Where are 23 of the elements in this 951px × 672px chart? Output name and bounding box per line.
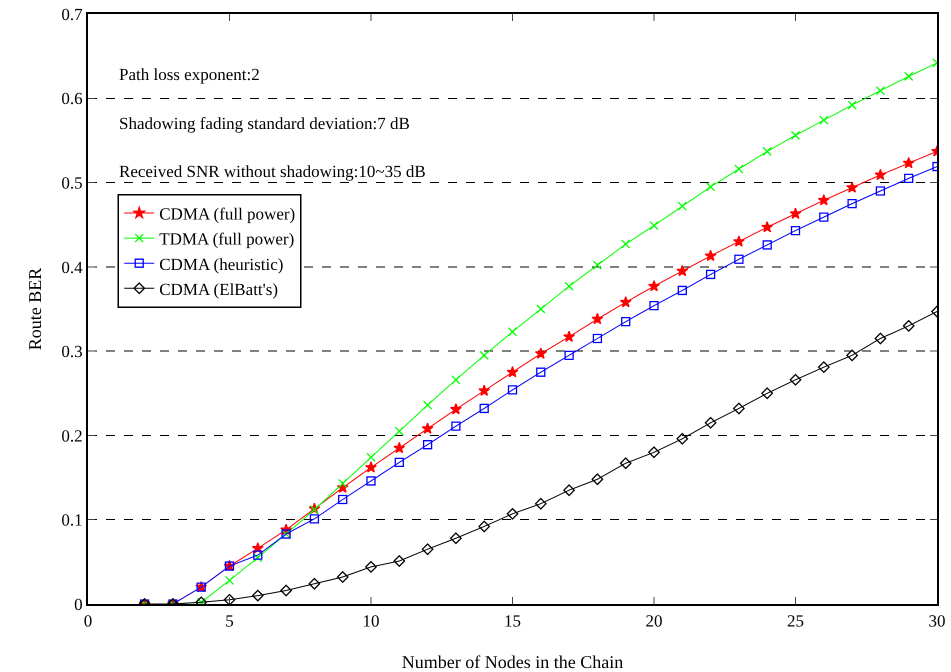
x-tick-label: 15 (504, 611, 521, 630)
x-axis-title: Number of Nodes in the Chain (402, 652, 624, 672)
y-axis-title: Route BER (25, 268, 45, 350)
annotation: Received SNR without shadowing:10~35 dB (119, 162, 426, 181)
y-tick-label: 0.6 (61, 89, 83, 108)
x-tick-label: 5 (225, 611, 234, 630)
legend-label: CDMA (ElBatt's) (159, 280, 278, 299)
annotation: Shadowing fading standard deviation:7 dB (119, 114, 410, 133)
y-tick-label: 0.3 (61, 342, 83, 362)
legend-label: TDMA (full power) (159, 230, 294, 249)
y-tick-label: 0.7 (61, 4, 84, 24)
legend-label: CDMA (full power) (159, 204, 296, 224)
y-tick-label: 0.2 (61, 426, 83, 446)
y-tick-label: 0.1 (61, 510, 83, 530)
y-tick-label: 0 (74, 594, 83, 614)
y-tick-label: 0.5 (61, 174, 83, 193)
y-tick-label: 0.4 (61, 258, 84, 277)
x-tick-label: 25 (787, 611, 804, 630)
x-tick-label: 20 (646, 611, 662, 630)
x-tick-label: 10 (362, 611, 380, 630)
legend-label: CDMA (heuristic) (159, 254, 284, 274)
annotation: Path loss exponent:2 (119, 65, 260, 84)
x-tick-label: 30 (928, 611, 946, 630)
